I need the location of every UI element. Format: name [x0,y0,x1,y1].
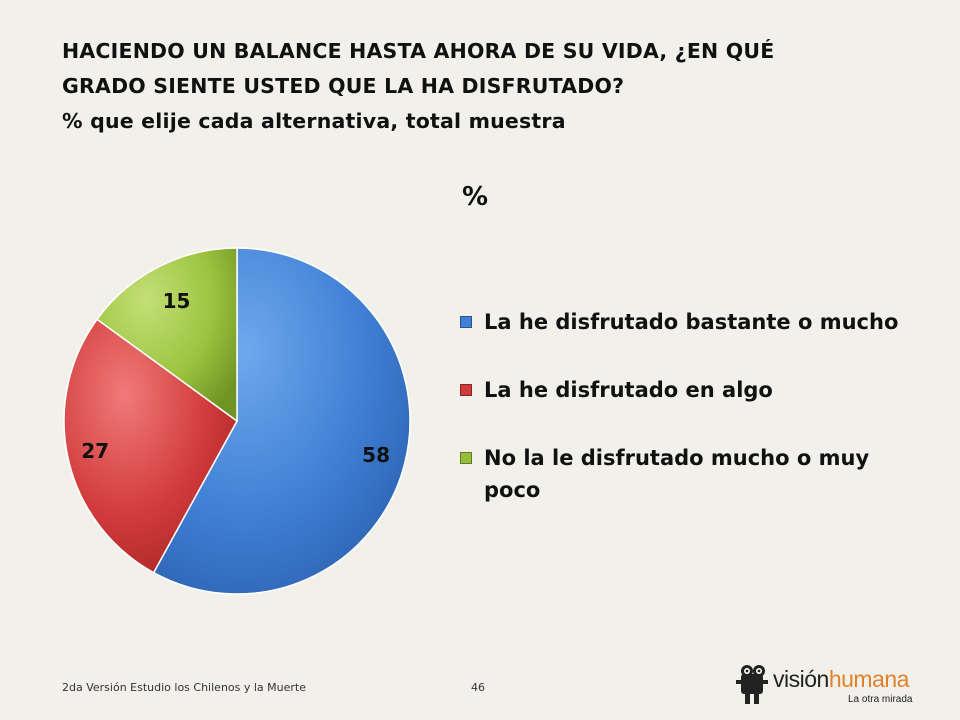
footer-study-name: 2da Versión Estudio los Chilenos y la Mu… [62,681,307,694]
pie-rim [63,247,411,595]
chart-unit-label: % [462,182,489,212]
data-label-poco: 15 [163,289,191,313]
legend-swatch-green [460,452,472,464]
data-label-mucho: 58 [362,443,390,467]
data-label-algo: 27 [81,439,109,463]
title-line-3: % que elije cada alternativa, total mues… [62,109,566,133]
legend-swatch-red [460,384,472,396]
legend-swatch-blue [460,316,472,328]
pie-data-labels: 58 27 15 [81,289,390,467]
legend-item-poco: No la le disfrutado mucho o muy poco [460,442,900,506]
legend-label: La he disfrutado en algo [484,378,773,402]
legend-label: No la le disfrutado mucho o muy poco [484,446,870,502]
logo-tagline: La otra mirada [848,694,913,705]
legend-item-mucho: La he disfrutado bastante o mucho [460,306,900,338]
vision-humana-logo: visiónhumana La otra mirada [735,660,925,710]
logo-word-vision: visión [773,666,829,692]
legend-label: La he disfrutado bastante o mucho [484,310,899,334]
chart-legend: La he disfrutado bastante o mucho La he … [460,306,900,506]
logo-wordmark: visiónhumana [773,666,909,693]
title-line-1: HACIENDO UN BALANCE HASTA AHORA DE SU VI… [62,39,775,63]
legend-item-algo: La he disfrutado en algo [460,374,900,406]
page-number: 46 [471,681,485,694]
slide-title: HACIENDO UN BALANCE HASTA AHORA DE SU VI… [62,34,922,139]
title-line-2: GRADO SIENTE USTED QUE LA HA DISFRUTADO? [62,74,625,98]
pie-slices [63,247,411,595]
logo-mascot-icon [736,665,768,704]
logo-word-humana: humana [828,666,910,692]
